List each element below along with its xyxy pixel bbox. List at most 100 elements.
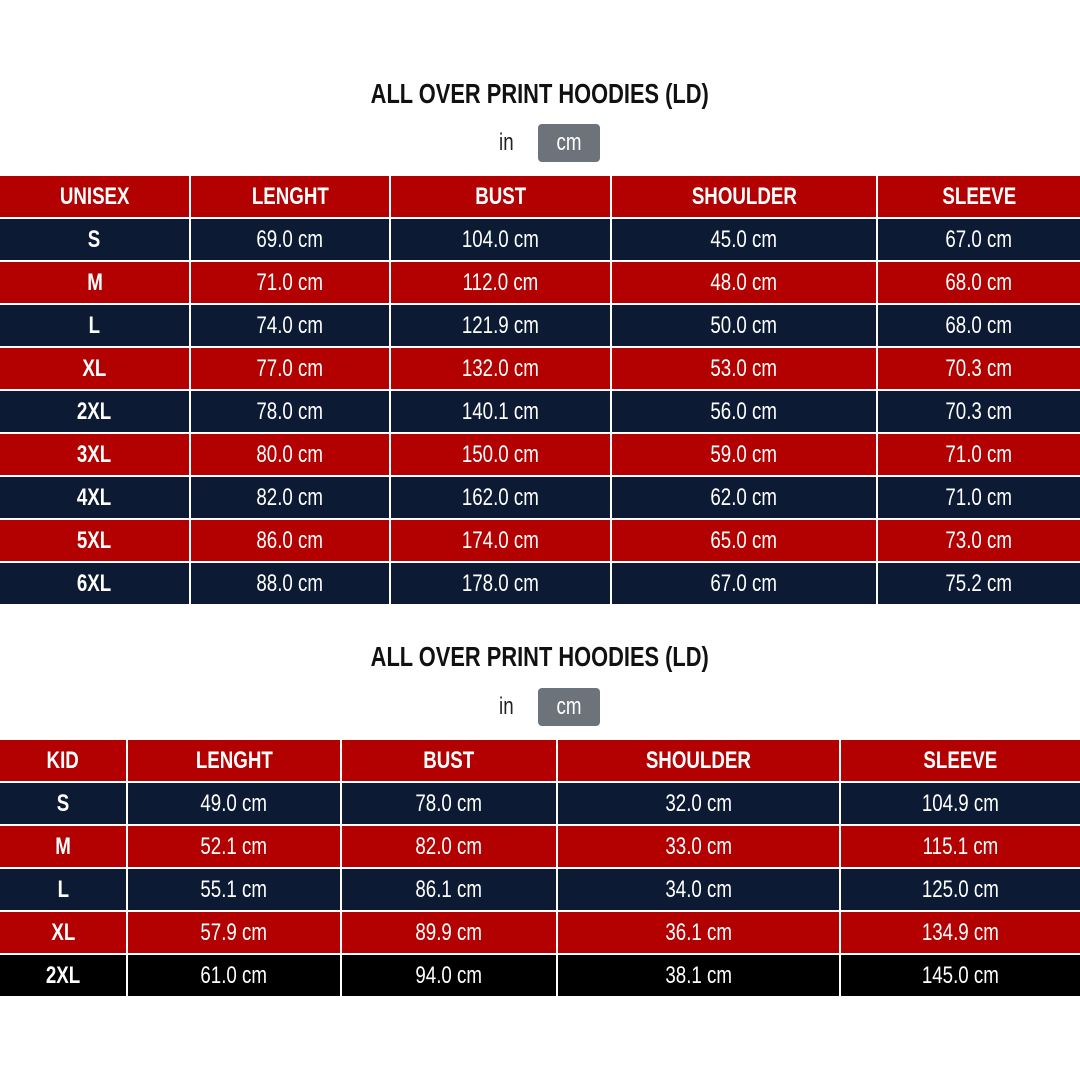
cell-text: 32.0 cm — [665, 789, 732, 817]
unit-in-button[interactable]: in — [498, 129, 514, 156]
table-cell: 71.0 cm — [876, 432, 1080, 477]
cell-text: 49.0 cm — [200, 789, 268, 817]
cell-text: 5XL — [77, 526, 112, 554]
size-label-cell: S — [0, 217, 191, 262]
table-cell: 132.0 cm — [389, 346, 612, 391]
table-cell: 52.1 cm — [126, 824, 342, 869]
cell-text: 73.0 cm — [945, 526, 1013, 554]
table-cell: 89.9 cm — [340, 910, 558, 955]
unit-toggle-unisex: in cm — [0, 124, 1080, 162]
size-label-cell: 2XL — [0, 389, 191, 434]
cell-text: 34.0 cm — [665, 875, 732, 903]
table-cell: 56.0 cm — [610, 389, 878, 434]
cell-text: 80.0 cm — [256, 440, 324, 468]
table-cell: KID — [0, 738, 128, 783]
cell-text: SHOULDER — [691, 182, 797, 210]
cell-text: 134.9 cm — [921, 918, 1000, 946]
table-cell: 115.1 cm — [839, 824, 1080, 869]
cell-text: 2XL — [45, 961, 81, 989]
size-label-cell: 6XL — [0, 561, 191, 606]
size-table-kid: KID LENGHT BUST SHOULDER SLEEVE S 49.0 cm 78.0 … — [0, 738, 1080, 998]
cell-text: 50.0 cm — [710, 311, 778, 339]
table-cell: 50.0 cm — [610, 303, 878, 348]
table-cell: 74.0 cm — [189, 303, 391, 348]
size-label-cell: XL — [0, 910, 128, 955]
cell-text: 6XL — [77, 569, 112, 597]
table-cell: 68.0 cm — [876, 260, 1080, 305]
cell-text: XL — [51, 918, 75, 946]
cell-text: 69.0 cm — [256, 225, 324, 253]
table-cell: 38.1 cm — [556, 953, 841, 998]
table-cell: 86.0 cm — [189, 518, 391, 563]
unit-cm-button[interactable]: cm — [538, 124, 600, 162]
table-cell: 33.0 cm — [556, 824, 841, 869]
cell-text: SHOULDER — [645, 746, 752, 774]
table-cell: 34.0 cm — [556, 867, 841, 912]
table-cell: 82.0 cm — [340, 824, 558, 869]
cell-text: 71.0 cm — [945, 483, 1013, 511]
table-cell: 162.0 cm — [389, 475, 612, 520]
table-cell: 65.0 cm — [610, 518, 878, 563]
size-chart-title-kid: ALL OVER PRINT HOODIES (LD) — [370, 641, 710, 672]
table-row: L 55.1 cm 86.1 cm 34.0 cm 125.0 cm — [0, 867, 1080, 912]
table-row: 2XL 78.0 cm 140.1 cm 56.0 cm 70.3 cm — [0, 389, 1080, 434]
table-header-row: KID LENGHT BUST SHOULDER SLEEVE — [0, 738, 1080, 783]
cell-text: 77.0 cm — [256, 354, 324, 382]
table-row: M 52.1 cm 82.0 cm 33.0 cm 115.1 cm — [0, 824, 1080, 869]
cell-text: 68.0 cm — [945, 268, 1013, 296]
table-row: 5XL 86.0 cm 174.0 cm 65.0 cm 73.0 cm — [0, 518, 1080, 563]
cell-text: 74.0 cm — [256, 311, 324, 339]
table-cell: 67.0 cm — [610, 561, 878, 606]
table-cell: 70.3 cm — [876, 346, 1080, 391]
cell-text: 82.0 cm — [415, 832, 483, 860]
cell-text: 53.0 cm — [710, 354, 778, 382]
table-cell: 78.0 cm — [340, 781, 558, 826]
cell-text: 70.3 cm — [945, 397, 1013, 425]
cell-text: 89.9 cm — [415, 918, 483, 946]
table-cell: LENGHT — [189, 174, 391, 219]
cell-text: 82.0 cm — [256, 483, 324, 511]
cell-text: M — [55, 832, 71, 860]
cell-text: S — [56, 789, 70, 817]
table-cell: 145.0 cm — [839, 953, 1080, 998]
table-cell: 88.0 cm — [189, 561, 391, 606]
cell-text: 38.1 cm — [665, 961, 732, 989]
table-cell: 45.0 cm — [610, 217, 878, 262]
unit-cm-button[interactable]: cm — [538, 688, 600, 726]
table-cell: 73.0 cm — [876, 518, 1080, 563]
cell-text: L — [88, 311, 101, 339]
size-table-unisex: UNISEX LENGHT BUST SHOULDER SLEEVE S 69.0 cm 10… — [0, 174, 1080, 606]
table-cell: 150.0 cm — [389, 432, 612, 477]
table-cell: 112.0 cm — [389, 260, 612, 305]
table-cell: LENGHT — [126, 738, 342, 783]
table-cell: 36.1 cm — [556, 910, 841, 955]
size-label-cell: 4XL — [0, 475, 191, 520]
cell-text: 36.1 cm — [665, 918, 732, 946]
cell-text: 78.0 cm — [415, 789, 483, 817]
table-row: M 71.0 cm 112.0 cm 48.0 cm 68.0 cm — [0, 260, 1080, 305]
size-label-cell: L — [0, 303, 191, 348]
table-cell: 61.0 cm — [126, 953, 342, 998]
cell-text: 150.0 cm — [461, 440, 540, 468]
cell-text: 162.0 cm — [461, 483, 540, 511]
cell-text: 71.0 cm — [256, 268, 324, 296]
table-cell: 104.0 cm — [389, 217, 612, 262]
size-label-cell: M — [0, 260, 191, 305]
cell-text: 57.9 cm — [200, 918, 268, 946]
table-cell: 53.0 cm — [610, 346, 878, 391]
size-label-cell: 3XL — [0, 432, 191, 477]
cell-text: 104.0 cm — [461, 225, 540, 253]
cell-text: 68.0 cm — [945, 311, 1013, 339]
table-cell: 57.9 cm — [126, 910, 342, 955]
table-cell: 32.0 cm — [556, 781, 841, 826]
cell-text: XL — [82, 354, 107, 382]
table-cell: 68.0 cm — [876, 303, 1080, 348]
unit-in-button[interactable]: in — [498, 693, 514, 720]
size-label-cell: 2XL — [0, 953, 128, 998]
cell-text: 94.0 cm — [415, 961, 483, 989]
table-header-row: UNISEX LENGHT BUST SHOULDER SLEEVE — [0, 174, 1080, 219]
cell-text: 59.0 cm — [710, 440, 778, 468]
cell-text: 86.0 cm — [256, 526, 324, 554]
cell-text: 55.1 cm — [200, 875, 268, 903]
cell-text: 145.0 cm — [921, 961, 1000, 989]
